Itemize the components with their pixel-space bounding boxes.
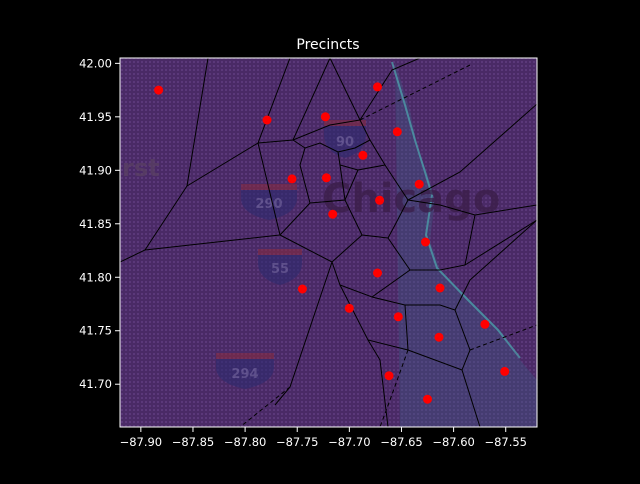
y-tick-label: 41.75 — [79, 324, 112, 338]
precinct-point-2 — [262, 115, 272, 125]
chart-title: Precincts — [296, 37, 359, 53]
y-tick-label: 41.80 — [79, 270, 112, 284]
precinct-point-22 — [423, 394, 432, 404]
x-tick-label: −87.90 — [120, 435, 163, 449]
precinct-point-3 — [320, 112, 330, 122]
precinct-point-6 — [358, 150, 368, 160]
precinct-point-10 — [375, 195, 385, 205]
lakeshore-line — [391, 61, 521, 359]
y-tick-label: 41.70 — [79, 377, 112, 391]
precinct-point-12 — [421, 237, 430, 247]
precinct-point-5 — [392, 127, 402, 137]
x-axis: −87.90 −87.85 −87.80 −87.75 −87.70 −87.65 −87.… — [120, 427, 527, 449]
precinct-boundaries-dashed — [239, 64, 537, 427]
y-tick-label: 41.95 — [79, 110, 112, 124]
precinct-point-13 — [373, 268, 382, 278]
x-tick-label: −87.85 — [172, 435, 215, 449]
highway-label-55: 55 — [271, 262, 289, 277]
precinct-point-11 — [328, 209, 338, 219]
precinct-point-8 — [321, 173, 331, 183]
plot-area: 90 290 55 294 Chicago rst — [120, 58, 537, 427]
x-tick-label: −87.60 — [432, 435, 475, 449]
x-tick-label: −87.75 — [276, 435, 319, 449]
precinct-point-15 — [435, 283, 445, 293]
precinct-point-17 — [393, 312, 403, 322]
precinct-point-20 — [500, 366, 510, 376]
precinct-point-18 — [480, 319, 490, 329]
precinct-point-9 — [414, 179, 424, 189]
precinct-point-21 — [384, 371, 394, 381]
precinct-point-4 — [373, 82, 382, 92]
precinct-point-7 — [287, 174, 297, 184]
precinct-points — [154, 82, 510, 404]
y-tick-label: 41.85 — [79, 217, 112, 231]
highway-label-290: 290 — [255, 197, 282, 212]
highway-label-294: 294 — [231, 367, 258, 382]
precinct-point-19 — [434, 332, 444, 342]
precinct-point-14 — [297, 284, 307, 294]
x-tick-label: −87.70 — [328, 435, 371, 449]
x-tick-label: −87.80 — [224, 435, 267, 449]
x-tick-label: −87.55 — [484, 435, 527, 449]
precinct-point-16 — [344, 303, 354, 313]
precinct-point-1 — [154, 85, 164, 95]
map-label-fragment: rst — [122, 154, 160, 182]
highway-shield-55: 55 — [258, 249, 302, 285]
y-tick-label: 41.90 — [79, 163, 112, 177]
y-tick-label: 42.00 — [79, 56, 112, 70]
precinct-boundaries — [120, 58, 537, 427]
x-tick-label: −87.65 — [380, 435, 423, 449]
highway-shield-294: 294 — [216, 353, 274, 389]
plot-frame — [119, 57, 538, 428]
highway-label-90: 90 — [336, 135, 354, 150]
y-axis: 41.70 41.75 41.80 41.85 41.90 41.95 42.00 — [79, 56, 120, 391]
